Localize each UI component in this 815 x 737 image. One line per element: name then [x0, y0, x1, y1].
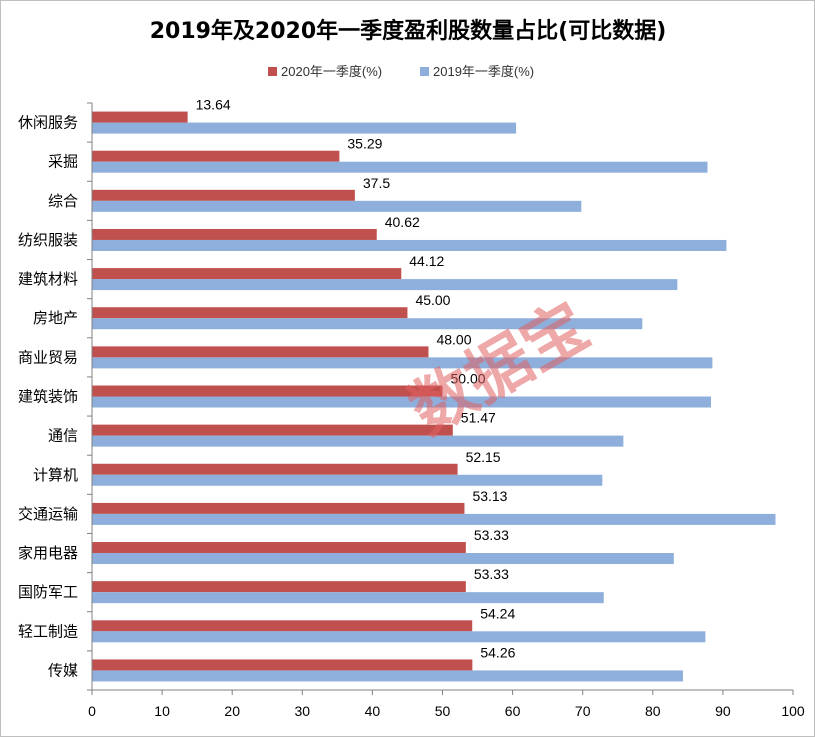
bar-series1-1: [92, 111, 188, 123]
bar-series1-3: [92, 189, 355, 201]
x-tick-label-4: 40: [365, 703, 381, 719]
x-tick-label-0: 0: [88, 703, 96, 719]
data-label-10: 52.15: [466, 449, 501, 465]
data-label-11: 53.13: [472, 488, 507, 504]
data-label-4: 40.62: [385, 214, 420, 230]
legend-label-1: 2020年一季度(%): [281, 64, 382, 79]
category-label-5: 建筑材料: [18, 270, 78, 288]
bar-series1-4: [92, 228, 377, 240]
bar-series1-7: [92, 346, 429, 358]
data-label-2: 35.29: [347, 136, 382, 152]
x-tick-label-9: 90: [715, 703, 731, 719]
bar-series1-2: [92, 150, 340, 162]
chart-title: 2019年及2020年一季度盈利股数量占比(可比数据): [150, 18, 667, 44]
bar-series2-5: [92, 279, 678, 291]
legend-label-2: 2019年一季度(%): [433, 64, 534, 79]
bar-series1-15: [92, 659, 473, 671]
bar-series1-10: [92, 463, 458, 475]
legend: 2020年一季度(%) 2019年一季度(%): [268, 64, 534, 79]
x-tick-label-5: 50: [435, 703, 451, 719]
category-label-13: 国防军工: [18, 583, 78, 601]
category-label-10: 计算机: [33, 466, 78, 484]
category-label-11: 交通运输: [18, 505, 78, 523]
category-label-1: 休闲服务: [18, 114, 78, 132]
data-label-5: 44.12: [409, 253, 444, 269]
bar-series2-14: [92, 631, 706, 643]
data-label-6: 45.00: [415, 292, 450, 308]
data-label-7: 48.00: [436, 331, 471, 347]
category-label-9: 通信: [48, 427, 78, 445]
category-label-8: 建筑装饰: [18, 388, 78, 406]
x-tick-label-3: 30: [295, 703, 311, 719]
data-label-13: 53.33: [474, 566, 509, 582]
bar-series2-1: [92, 122, 517, 134]
x-tick-label-10: 100: [781, 703, 805, 719]
category-label-4: 纺织服装: [18, 231, 78, 249]
bar-series2-9: [92, 435, 624, 447]
bar-series1-12: [92, 542, 466, 554]
bar-series2-6: [92, 318, 643, 330]
data-label-1: 13.64: [196, 97, 231, 113]
bar-series1-14: [92, 620, 473, 632]
bar-series1-6: [92, 307, 408, 319]
category-label-7: 商业贸易: [18, 348, 78, 366]
bar-series2-8: [92, 396, 711, 408]
bar-series2-10: [92, 474, 603, 486]
bar-series2-13: [92, 592, 604, 604]
bar-series1-9: [92, 424, 453, 436]
bar-series2-12: [92, 553, 674, 565]
labels-group: 13.64 休闲服务 35.29 采掘 37.5 综合 40.62 纺织服装 44.12 建筑材料…: [18, 97, 516, 680]
data-label-9: 51.47: [461, 410, 496, 426]
data-label-14: 54.24: [480, 605, 515, 621]
bar-series2-7: [92, 357, 713, 369]
x-tick-label-6: 60: [505, 703, 521, 719]
bar-series1-8: [92, 385, 443, 397]
legend-swatch-1: [268, 67, 277, 76]
bar-series2-11: [92, 513, 776, 525]
x-tick-label-2: 20: [224, 703, 240, 719]
category-label-3: 综合: [48, 192, 78, 210]
category-label-6: 房地产: [33, 309, 78, 327]
x-tick-label-7: 70: [575, 703, 591, 719]
bar-series2-15: [92, 670, 683, 682]
x-tick-label-8: 80: [645, 703, 661, 719]
bar-series1-5: [92, 268, 402, 280]
category-label-14: 轻工制造: [18, 622, 78, 640]
category-label-15: 传媒: [48, 661, 78, 679]
x-tick-label-1: 10: [154, 703, 170, 719]
data-label-12: 53.33: [474, 527, 509, 543]
bar-series1-11: [92, 502, 465, 514]
data-label-15: 54.26: [480, 644, 515, 660]
data-label-3: 37.5: [363, 175, 390, 191]
bar-series1-13: [92, 581, 466, 593]
category-label-2: 采掘: [48, 153, 78, 171]
bar-series2-2: [92, 161, 708, 173]
data-label-8: 50.00: [451, 371, 486, 387]
bar-series2-4: [92, 239, 727, 251]
bars-group: [92, 111, 776, 682]
bar-series2-3: [92, 200, 582, 212]
legend-swatch-2: [420, 67, 429, 76]
category-label-12: 家用电器: [18, 544, 78, 562]
axes-group: 0 10 20 30 40 50 60 70 80 90 100: [87, 102, 805, 719]
